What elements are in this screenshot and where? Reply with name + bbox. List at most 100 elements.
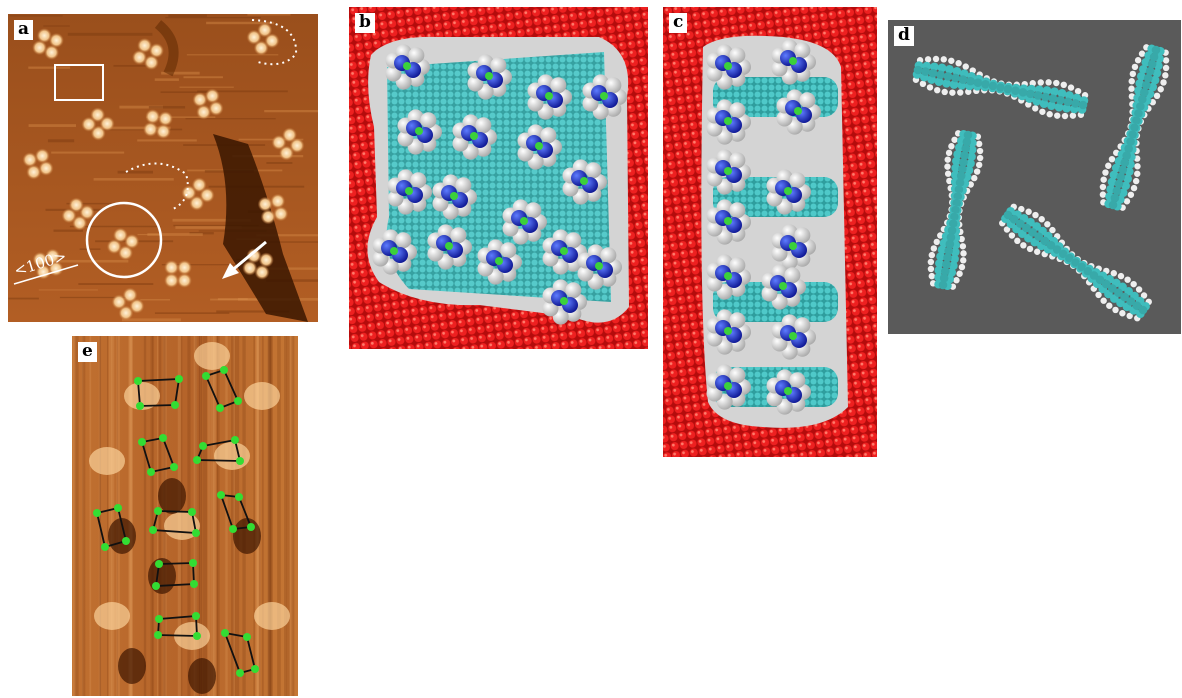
scan-streak — [255, 336, 259, 696]
molecule-blob — [34, 148, 50, 164]
dark-spot — [188, 658, 216, 694]
molecule-blob — [36, 28, 52, 44]
scan-streak — [232, 155, 304, 158]
scan-streak — [108, 336, 113, 696]
scan-streak — [8, 297, 39, 300]
scan-streak — [238, 138, 304, 141]
molecule — [706, 199, 751, 245]
molecule-blob — [264, 33, 280, 49]
scan-streak — [43, 25, 70, 27]
molecule — [766, 169, 811, 215]
molecule — [771, 39, 816, 85]
molecule — [427, 224, 472, 270]
scan-streak — [117, 336, 120, 696]
molecule-blob — [242, 260, 258, 276]
molecule-blob — [137, 37, 153, 53]
molecule-blob — [204, 88, 220, 104]
scan-streak — [111, 336, 115, 696]
molecule — [706, 44, 751, 90]
scan-streak — [129, 336, 133, 696]
scan-streak — [175, 226, 242, 229]
scan-streak — [82, 336, 84, 696]
scan-streak — [216, 336, 218, 696]
scan-streak — [268, 336, 273, 696]
scan-streak — [82, 336, 86, 696]
scan-streak — [234, 336, 237, 696]
molecule-blob — [106, 239, 122, 255]
molecule — [761, 264, 806, 310]
molecule — [706, 99, 751, 145]
molecule — [517, 124, 562, 170]
molecule — [706, 309, 751, 355]
scan-streak — [230, 336, 235, 696]
molecule — [706, 254, 751, 300]
scan-streak — [154, 312, 230, 314]
model-image-c — [663, 7, 877, 457]
scan-streak — [150, 336, 153, 696]
scan-streak — [117, 170, 154, 174]
scan-streak — [199, 336, 202, 696]
scan-streak — [140, 299, 171, 301]
quadrilateral-marker — [134, 375, 183, 410]
molecule-blob — [260, 209, 276, 225]
scan-streak — [161, 264, 242, 266]
molecule-blob — [155, 123, 171, 139]
molecule-blob — [257, 22, 273, 38]
molecule-blob — [32, 40, 48, 56]
molecule-blob — [192, 92, 208, 108]
scan-streak — [116, 336, 118, 696]
panel-c-molecular-model: c — [663, 7, 877, 457]
scan-streak — [261, 336, 264, 696]
scan-streak — [197, 90, 288, 93]
scan-streak — [269, 336, 273, 696]
scan-streak — [173, 224, 259, 227]
molecule — [562, 159, 607, 205]
scan-streak — [242, 336, 246, 696]
molecule-blob — [112, 227, 128, 243]
scan-streak — [189, 232, 214, 235]
scan-streak — [257, 336, 261, 696]
dark-spot — [118, 648, 146, 684]
molecule — [452, 114, 497, 160]
scan-streak — [206, 21, 275, 25]
quadrilateral-marker — [149, 507, 200, 537]
scan-streak — [172, 218, 251, 222]
molecule-blob — [271, 134, 287, 150]
scan-streak — [284, 336, 287, 696]
panel-b-label: b — [355, 13, 375, 33]
scan-streak — [95, 128, 183, 131]
molecule-blob — [129, 298, 145, 314]
scan-streak — [256, 234, 318, 237]
scan-streak — [97, 126, 171, 130]
model-image-b — [349, 7, 648, 349]
molecule-blob — [26, 164, 42, 180]
molecule-blob — [273, 206, 289, 222]
scan-streak — [28, 66, 71, 69]
molecule-blob — [61, 208, 77, 224]
molecule-blob — [72, 215, 88, 231]
panel-b-molecular-model: b — [349, 7, 648, 349]
scan-streak — [193, 336, 197, 696]
molecule-blob — [90, 107, 106, 123]
scan-streak — [119, 105, 163, 109]
molecule — [706, 149, 751, 195]
scan-streak — [59, 296, 132, 299]
stm-image-a: <100> — [8, 14, 318, 322]
molecule-blob — [118, 305, 134, 321]
molecule-blob — [122, 287, 138, 303]
scan-streak — [113, 64, 157, 67]
scan-streak — [160, 91, 209, 94]
molecule — [776, 89, 821, 135]
scan-streak — [69, 225, 161, 228]
scan-streak — [217, 336, 220, 696]
scan-streak — [161, 71, 200, 75]
scan-streak — [291, 336, 295, 696]
selection-box — [54, 64, 104, 101]
direction-line — [13, 264, 79, 285]
quadrilateral-marker — [202, 366, 242, 412]
chain-molecule — [1099, 44, 1170, 211]
molecule-blob — [208, 100, 224, 116]
bright-spot — [124, 382, 160, 410]
scan-streak — [198, 336, 200, 696]
scan-streak — [256, 241, 318, 243]
